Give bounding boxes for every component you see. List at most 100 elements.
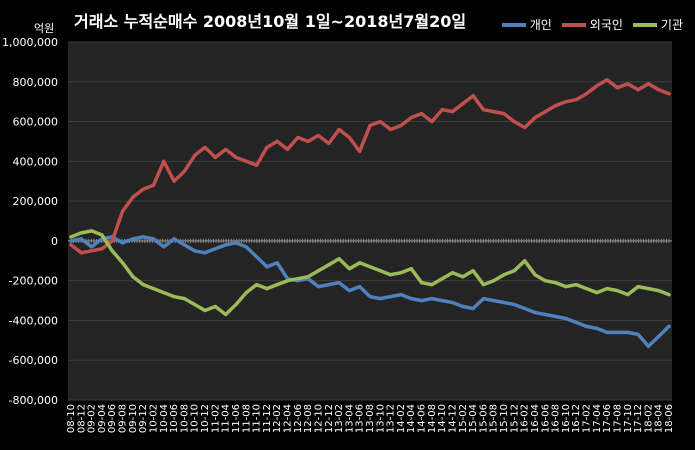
series-institution-point xyxy=(440,277,444,281)
series-individual-point xyxy=(409,297,413,301)
series-institution-point xyxy=(481,283,485,287)
series-individual-point xyxy=(564,316,568,321)
series-foreign-point xyxy=(358,149,362,153)
series-institution-point xyxy=(368,265,372,269)
x-tick-label: 09-12 xyxy=(138,404,149,433)
x-tick-label: 13-04 xyxy=(344,404,355,433)
series-foreign-point xyxy=(368,123,372,128)
series-foreign-point xyxy=(595,84,599,88)
series-foreign-point xyxy=(389,127,393,132)
x-tick-label: 18-06 xyxy=(664,404,675,433)
series-institution-point xyxy=(389,273,393,277)
series-foreign-point xyxy=(182,169,186,173)
series-institution-point xyxy=(492,279,496,283)
series-individual-point xyxy=(636,332,640,336)
x-tick-label: 10-06 xyxy=(169,404,180,433)
series-institution-point xyxy=(605,287,609,291)
series-institution-point xyxy=(636,285,640,289)
legend-swatch-foreign xyxy=(561,22,586,27)
x-tick-label: 17-02 xyxy=(582,404,593,433)
series-individual-point xyxy=(512,302,516,307)
series-institution-point xyxy=(564,285,568,289)
x-tick-label: 09-02 xyxy=(87,404,98,433)
series-institution-point xyxy=(523,259,527,263)
series-foreign-point xyxy=(110,239,114,243)
series-institution-point xyxy=(316,269,320,273)
series-individual-point xyxy=(141,235,145,239)
series-individual-point xyxy=(543,312,547,317)
series-foreign-point xyxy=(131,195,135,199)
x-tick-label: 14-02 xyxy=(396,404,407,433)
x-tick-label: 11-08 xyxy=(241,404,252,433)
series-foreign-point xyxy=(461,102,465,106)
series-foreign-point xyxy=(347,135,351,140)
x-tick-label: 16-02 xyxy=(520,404,531,433)
series-institution-point xyxy=(646,287,651,291)
series-foreign-point xyxy=(100,247,104,251)
x-tick-label: 17-06 xyxy=(602,404,613,433)
y-tick-label: 1,000,000 xyxy=(2,36,58,49)
series-individual-point xyxy=(378,297,382,301)
series-individual-point xyxy=(347,289,351,293)
series-individual-point xyxy=(162,245,166,249)
x-tick-label: 11-06 xyxy=(231,404,242,433)
series-institution-point xyxy=(327,263,331,267)
series-individual-point xyxy=(203,251,207,255)
x-tick-label: 12-02 xyxy=(272,404,283,433)
series-individual-point xyxy=(399,293,403,297)
x-tick-label: 12-12 xyxy=(324,404,335,433)
series-foreign-point xyxy=(121,209,125,213)
x-tick-label: 13-02 xyxy=(334,404,345,433)
y-tick-label: 200,000 xyxy=(13,195,59,208)
x-tick-label: 11-12 xyxy=(262,404,273,433)
series-foreign-point xyxy=(172,179,176,183)
x-tick-label: 12-08 xyxy=(303,404,314,433)
series-individual-point xyxy=(657,334,661,338)
series-institution-point xyxy=(615,289,620,293)
series-foreign-point xyxy=(296,135,300,140)
x-tick-label: 17-10 xyxy=(623,404,634,433)
series-individual-point xyxy=(667,324,671,328)
series-institution-point xyxy=(244,291,248,295)
series-foreign-point xyxy=(440,108,444,112)
series-foreign-point xyxy=(481,108,485,112)
series-individual-point xyxy=(461,304,465,309)
chart-title: 거래소 누적순매수 2008년10월 1일~2018년7월20일 xyxy=(74,12,467,31)
x-tick-label: 17-04 xyxy=(592,404,603,433)
x-tick-label: 09-10 xyxy=(128,404,139,433)
series-lines xyxy=(69,78,671,349)
series-institution-point xyxy=(533,273,537,277)
series-individual-point xyxy=(626,330,630,334)
series-individual-point xyxy=(90,245,94,249)
series-individual-point xyxy=(440,299,444,303)
series-individual-point xyxy=(224,243,228,247)
series-foreign-point xyxy=(574,98,578,102)
x-tick-label: 10-02 xyxy=(148,404,159,433)
legend-label-institution: 기관 xyxy=(660,18,683,32)
series-foreign-point xyxy=(543,110,547,114)
series-foreign-point xyxy=(471,94,475,98)
y-tick-label: 600,000 xyxy=(13,116,59,129)
series-foreign-point xyxy=(141,187,145,191)
series-individual-point xyxy=(389,295,393,299)
x-tick-label: 16-12 xyxy=(571,404,582,433)
series-institution-point xyxy=(595,291,599,295)
series-institution-point xyxy=(141,283,145,287)
x-tick-label: 14-10 xyxy=(437,404,448,433)
x-tick-label: 15-08 xyxy=(489,404,500,433)
series-institution-point xyxy=(657,289,661,293)
x-tick-label: 17-08 xyxy=(612,404,623,433)
series-foreign-point xyxy=(430,120,434,124)
series-institution-point xyxy=(554,281,558,285)
series-foreign-point xyxy=(399,123,403,128)
series-foreign-point xyxy=(275,139,279,143)
series-individual-point xyxy=(316,285,320,289)
x-tick-label: 09-06 xyxy=(107,404,118,433)
x-tick-label: 12-10 xyxy=(313,404,324,433)
series-foreign-point xyxy=(502,112,506,116)
x-tick-label: 14-04 xyxy=(406,404,417,433)
series-institution-point xyxy=(100,233,104,237)
series-foreign-point xyxy=(605,78,609,82)
series-foreign-point xyxy=(285,147,290,151)
